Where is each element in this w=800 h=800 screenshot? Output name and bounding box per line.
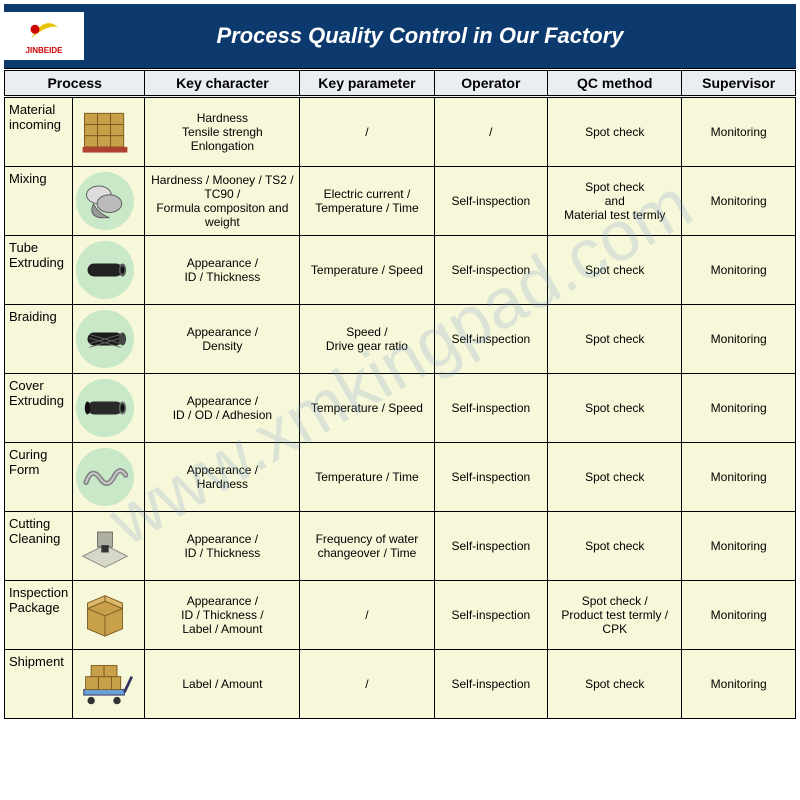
roll-machine-icon <box>76 172 134 230</box>
process-label: Braiding <box>5 305 73 374</box>
key-parameter-cell: Electric current / Temperature / Time <box>300 167 434 236</box>
page-title: Process Quality Control in Our Factory <box>84 23 796 49</box>
table-header-row: Process Key character Key parameter Oper… <box>5 70 796 97</box>
supervisor-cell: Monitoring <box>682 650 796 719</box>
key-character-cell: Appearance /ID / Thickness <box>145 512 300 581</box>
supervisor-cell: Monitoring <box>682 443 796 512</box>
operator-cell: Self-inspection <box>434 650 548 719</box>
col-supervisor: Supervisor <box>682 70 796 97</box>
process-icon-cell <box>73 374 145 443</box>
table-row: TubeExtruding Appearance /ID / ThicknessT… <box>5 236 796 305</box>
braided-tube-icon <box>76 310 134 368</box>
key-character-cell: Hardness / Mooney / TS2 / TC90 /Formula … <box>145 167 300 236</box>
qc-method-cell: Spot check <box>548 443 682 512</box>
col-key-character: Key character <box>145 70 300 97</box>
operator-cell: Self-inspection <box>434 443 548 512</box>
operator-cell: Self-inspection <box>434 374 548 443</box>
key-character-cell: Appearance /ID / Thickness <box>145 236 300 305</box>
table-row: Mixing Hardness / Mooney / TS2 / TC90 /Fo… <box>5 167 796 236</box>
supervisor-cell: Monitoring <box>682 512 796 581</box>
process-label: CuringForm <box>5 443 73 512</box>
operator-cell: Self-inspection <box>434 305 548 374</box>
key-parameter-cell: Temperature / Speed <box>300 374 434 443</box>
qc-method-cell: Spot check <box>548 650 682 719</box>
key-parameter-cell: Speed /Drive gear ratio <box>300 305 434 374</box>
table-row: CuttingCleaning Appearance /ID / Thicknes… <box>5 512 796 581</box>
cover-tube-icon <box>76 379 134 437</box>
black-tube-icon <box>76 241 134 299</box>
col-operator: Operator <box>434 70 548 97</box>
process-label: CoverExtruding <box>5 374 73 443</box>
supervisor-cell: Monitoring <box>682 305 796 374</box>
key-character-cell: Appearance /ID / Thickness /Label / Amou… <box>145 581 300 650</box>
qc-method-cell: Spot check <box>548 236 682 305</box>
logo-box: JINBEIDE <box>4 12 84 60</box>
process-label: Shipment <box>5 650 73 719</box>
process-icon-cell <box>73 581 145 650</box>
supervisor-cell: Monitoring <box>682 236 796 305</box>
process-icon-cell <box>73 512 145 581</box>
operator-cell: / <box>434 97 548 167</box>
process-icon-cell <box>73 167 145 236</box>
curved-hose-icon <box>76 448 134 506</box>
process-icon-cell <box>73 650 145 719</box>
table-row: Braiding Appearance /DensitySpeed /Drive … <box>5 305 796 374</box>
process-icon-cell <box>73 443 145 512</box>
supervisor-cell: Monitoring <box>682 374 796 443</box>
qc-method-cell: Spot check <box>548 512 682 581</box>
qc-method-cell: Spot check <box>548 305 682 374</box>
table-row: Shipment Label / Amount/Self-inspectionSp… <box>5 650 796 719</box>
key-parameter-cell: Temperature / Time <box>300 443 434 512</box>
logo-text: JINBEIDE <box>26 46 63 55</box>
key-character-cell: Appearance /ID / OD / Adhesion <box>145 374 300 443</box>
operator-cell: Self-inspection <box>434 167 548 236</box>
title-bar: JINBEIDE Process Quality Control in Our … <box>4 4 796 68</box>
operator-cell: Self-inspection <box>434 236 548 305</box>
col-process: Process <box>5 70 145 97</box>
key-parameter-cell: / <box>300 581 434 650</box>
process-label: TubeExtruding <box>5 236 73 305</box>
process-label: InspectionPackage <box>5 581 73 650</box>
process-label: Materialincoming <box>5 97 73 167</box>
qc-method-cell: Spot check <box>548 97 682 167</box>
qc-method-cell: Spot check <box>548 374 682 443</box>
key-character-cell: HardnessTensile strenghEnlongation <box>145 97 300 167</box>
table-row: CoverExtruding Appearance /ID / OD / Adhe… <box>5 374 796 443</box>
table-row: Materialincoming HardnessTensile strenghE… <box>5 97 796 167</box>
logo-icon <box>26 18 62 46</box>
cutting-machine-icon <box>73 512 137 580</box>
operator-cell: Self-inspection <box>434 581 548 650</box>
key-character-cell: Label / Amount <box>145 650 300 719</box>
process-icon-cell <box>73 97 145 167</box>
key-parameter-cell: Temperature / Speed <box>300 236 434 305</box>
key-parameter-cell: Frequency of water changeover / Time <box>300 512 434 581</box>
key-character-cell: Appearance /Density <box>145 305 300 374</box>
key-parameter-cell: / <box>300 97 434 167</box>
qc-method-cell: Spot checkandMaterial test termly <box>548 167 682 236</box>
operator-cell: Self-inspection <box>434 512 548 581</box>
supervisor-cell: Monitoring <box>682 97 796 167</box>
boxes-pallet-icon <box>73 98 137 166</box>
single-box-icon <box>73 581 137 649</box>
qc-table: Process Key character Key parameter Oper… <box>4 68 796 719</box>
qc-method-cell: Spot check /Product test termly / CPK <box>548 581 682 650</box>
supervisor-cell: Monitoring <box>682 167 796 236</box>
col-key-parameter: Key parameter <box>300 70 434 97</box>
table-row: CuringForm Appearance /HardnessTemperatur… <box>5 443 796 512</box>
table-row: InspectionPackage Appearance /ID / Thickn… <box>5 581 796 650</box>
process-icon-cell <box>73 305 145 374</box>
col-qc-method: QC method <box>548 70 682 97</box>
process-icon-cell <box>73 236 145 305</box>
process-label: CuttingCleaning <box>5 512 73 581</box>
key-character-cell: Appearance /Hardness <box>145 443 300 512</box>
supervisor-cell: Monitoring <box>682 581 796 650</box>
process-label: Mixing <box>5 167 73 236</box>
trolley-boxes-icon <box>73 650 137 718</box>
key-parameter-cell: / <box>300 650 434 719</box>
